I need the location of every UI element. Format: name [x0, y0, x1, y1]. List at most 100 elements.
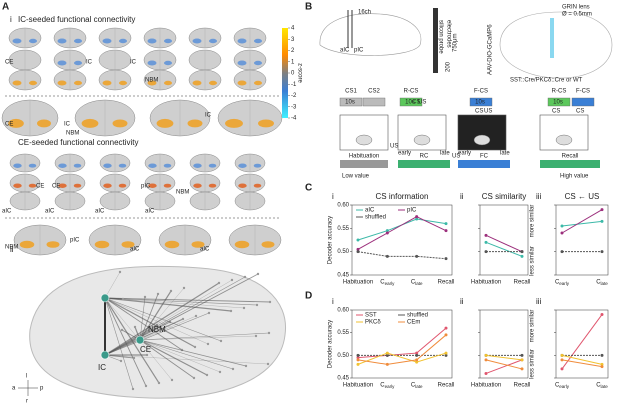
- activation: [102, 38, 112, 44]
- connection: [139, 335, 257, 341]
- data-point: [444, 333, 448, 337]
- x-tick-sub: early: [559, 384, 570, 389]
- connection: [104, 297, 196, 348]
- node: [231, 367, 235, 371]
- series-line: [485, 241, 523, 257]
- subpanel-label: iii: [536, 297, 542, 306]
- activation: [164, 38, 172, 44]
- activation: [209, 80, 217, 86]
- data-point: [385, 231, 389, 235]
- x-tick-label: Cearly: [555, 280, 570, 287]
- data-point: [444, 257, 448, 261]
- series-line: [485, 234, 523, 253]
- legend-label: pIC: [407, 208, 417, 214]
- activation: [156, 118, 174, 128]
- hub: [100, 350, 110, 360]
- node: [256, 272, 260, 276]
- node: [118, 270, 122, 274]
- x-tick-label: Habituation: [471, 280, 501, 286]
- x-tick-sub: early: [385, 281, 396, 286]
- y-tick-label: 0.60: [337, 203, 349, 209]
- x-tick-sub: early: [385, 384, 396, 389]
- data-point: [415, 254, 419, 258]
- node: [132, 356, 136, 360]
- data-point: [356, 356, 360, 360]
- label: 10s: [405, 100, 415, 106]
- node: [255, 303, 259, 307]
- mouse-brain: [319, 13, 422, 56]
- series-line: [561, 209, 603, 234]
- data-point: [484, 371, 488, 375]
- series-line: [357, 216, 447, 250]
- legend-label: SST: [365, 313, 377, 319]
- activation: [192, 80, 202, 86]
- node: [268, 300, 272, 304]
- data-point: [520, 353, 524, 357]
- node: [120, 328, 124, 332]
- data-point: [385, 229, 389, 233]
- activation: [261, 241, 275, 248]
- label: 200: [446, 61, 452, 72]
- series-line: [561, 314, 603, 370]
- node: [182, 286, 186, 290]
- node: [193, 345, 197, 349]
- node: [217, 281, 221, 285]
- label: RC: [420, 154, 429, 160]
- activation: [163, 163, 172, 168]
- x-tick-label: Recall: [438, 383, 455, 389]
- activation: [81, 118, 99, 128]
- data-point: [484, 233, 488, 237]
- data-point: [356, 247, 360, 251]
- connection: [104, 297, 222, 342]
- series-line: [357, 352, 447, 365]
- probe-shank: [433, 8, 438, 73]
- label: CS: [576, 109, 584, 115]
- label: ii: [10, 245, 14, 254]
- activation: [163, 183, 172, 188]
- region-label: CE: [5, 122, 13, 128]
- colorbar-tick-label: 1: [291, 59, 295, 65]
- node: [218, 370, 222, 374]
- node: [169, 289, 173, 293]
- label: SST::Cre/PKCδ::Cre or WT: [510, 78, 583, 84]
- node: [242, 306, 246, 310]
- label: IC: [98, 363, 106, 372]
- connection: [139, 339, 195, 379]
- label: FC: [480, 154, 489, 160]
- activation: [254, 60, 262, 66]
- colorbar-tick-label: -4: [291, 116, 297, 122]
- legend-label: aIC: [365, 208, 375, 214]
- node: [157, 381, 161, 385]
- activation: [94, 240, 110, 249]
- node: [121, 297, 125, 301]
- y-tick-label: 0.60: [337, 308, 349, 314]
- label: silicon probe: [437, 20, 443, 54]
- data-point: [415, 217, 419, 221]
- annotation: more similar: [530, 205, 536, 238]
- colorbar-tick-label: -2: [291, 93, 297, 99]
- cue-box: [547, 97, 571, 107]
- label: l: [26, 374, 27, 380]
- region-label: aIC: [130, 247, 140, 253]
- activation: [254, 38, 262, 44]
- annotation: less similar: [530, 246, 536, 276]
- activation: [164, 240, 180, 249]
- node: [267, 331, 271, 335]
- node: [181, 317, 185, 321]
- subpanel-label: iii: [536, 192, 542, 201]
- region-label: IC: [64, 122, 71, 128]
- label: High value: [560, 174, 589, 180]
- x-tick-label: Clate: [596, 280, 608, 287]
- activation: [8, 118, 24, 128]
- label: CE-seeded functional connectivity: [18, 138, 139, 147]
- x-tick-label: Habituation: [471, 383, 501, 389]
- activation: [12, 38, 22, 44]
- region-label: IC: [86, 60, 93, 66]
- hub: [100, 293, 110, 303]
- chart-title: CS similarity: [482, 192, 526, 201]
- region-label: pIC: [70, 238, 80, 244]
- node: [192, 376, 196, 380]
- series-line: [485, 359, 523, 374]
- activation: [57, 60, 67, 66]
- coronal-brain: [499, 11, 613, 79]
